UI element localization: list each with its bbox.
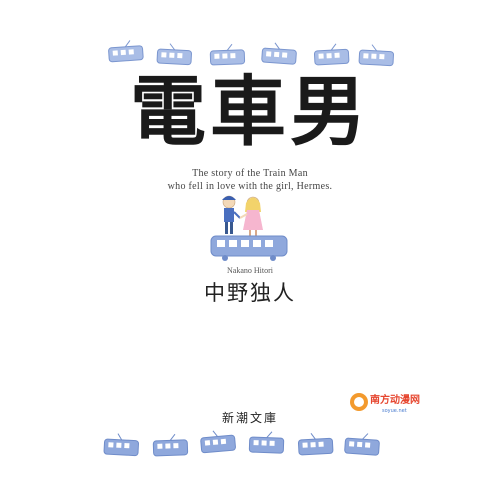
- tram-icon: [248, 431, 285, 454]
- southern-animation-watermark-logo: 南方动漫网 soyue.net: [350, 393, 420, 414]
- tram-icon: [344, 433, 380, 456]
- bottom-tram-row: [0, 425, 500, 465]
- tram-icon: [200, 430, 236, 454]
- tram-icon: [261, 42, 297, 65]
- tram-icon: [103, 433, 139, 457]
- tram-icon: [210, 235, 288, 261]
- tram-icon: [297, 433, 334, 456]
- tram-icon: [108, 40, 144, 63]
- tram-decoration-bottom: [103, 430, 380, 457]
- author-romaji: Nakano Hitori: [227, 266, 273, 275]
- watermark-url: soyue.net: [382, 408, 407, 414]
- tram-icon: [156, 43, 192, 66]
- tram-icon: [152, 433, 189, 457]
- subtitle-line-2: who fell in love with the girl, Hermes.: [167, 181, 333, 192]
- tram-icon: [358, 44, 394, 67]
- girl-figure: [239, 196, 263, 236]
- tram-icon: [313, 43, 350, 66]
- tram-decoration-top: [108, 40, 394, 67]
- tram-icon: [209, 43, 246, 66]
- book-title: 電車男: [130, 67, 370, 156]
- publisher-name: 新潮文庫: [221, 411, 278, 425]
- top-tram-row: [0, 38, 500, 78]
- subtitle-line-1: The story of the Train Man: [192, 168, 308, 179]
- author-name: 中野独人: [204, 281, 296, 305]
- watermark-text: 南方动漫网: [370, 393, 420, 406]
- couple-on-tram-illustration: [210, 195, 288, 261]
- boy-figure: [222, 195, 241, 234]
